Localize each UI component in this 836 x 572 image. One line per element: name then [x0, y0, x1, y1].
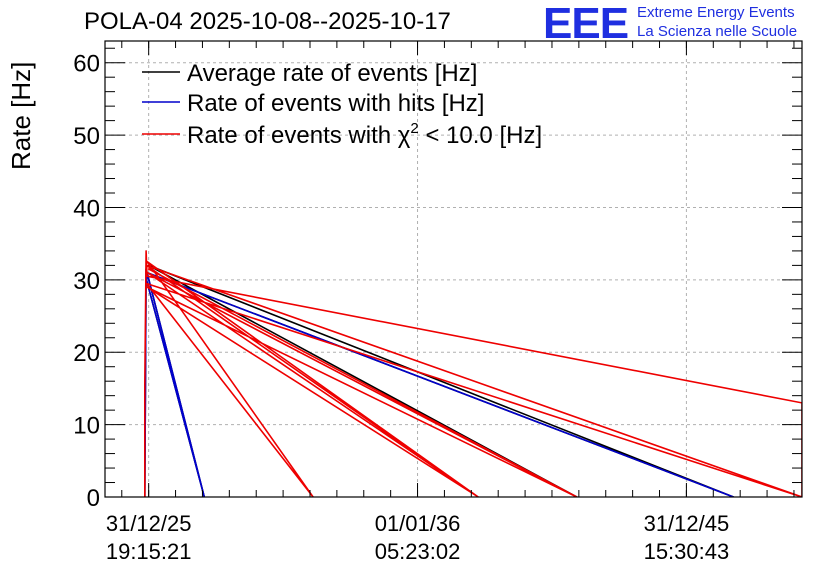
series-line-3	[144, 250, 802, 497]
chart-title: POLA-04 2025-10-08--2025-10-17	[84, 8, 451, 35]
y-tick-label: 60	[73, 51, 100, 78]
x-tick-label-date: 31/12/25	[106, 511, 192, 536]
x-tick-label-time: 15:30:43	[644, 539, 730, 564]
legend-label: Rate of events with hits [Hz]	[187, 90, 484, 117]
legend-label: Average rate of events [Hz]	[187, 60, 477, 87]
logo-caption: Extreme Energy Events La Scienza nelle S…	[637, 3, 797, 41]
logo-caption-line-2: La Scienza nelle Scuole	[637, 23, 798, 40]
logo-caption-line-1: Extreme Energy Events	[637, 4, 795, 21]
y-axis-label: Rate [Hz]	[6, 61, 36, 170]
series-line-1	[144, 264, 735, 497]
y-tick-label: 0	[87, 485, 100, 512]
legend: Average rate of events [Hz] Rate of event…	[142, 60, 542, 149]
y-tick-label: 20	[73, 340, 100, 367]
grid	[105, 41, 802, 498]
series-layer	[144, 250, 802, 497]
axes: 0 10 20 30 40 50 60 31/12/25 19:15:21 01/01/36 05:…	[73, 41, 802, 564]
y-tick-label: 10	[73, 413, 100, 440]
x-tick-label-time: 05:23:02	[375, 539, 461, 564]
eee-logo: EEE	[543, 0, 629, 48]
x-tick-label-date: 01/01/36	[375, 511, 461, 536]
y-tick-label: 50	[73, 123, 100, 150]
y-tick-label: 30	[73, 268, 100, 295]
legend-superscript: 2	[410, 120, 418, 137]
legend-label: Rate of events with χ2 < 10.0 [Hz]	[187, 120, 542, 149]
y-tick-label: 40	[73, 195, 100, 222]
legend-label-tail: < 10.0 [Hz]	[419, 122, 542, 149]
x-tick-label-time: 19:15:21	[106, 539, 192, 564]
x-tick-label-date: 31/12/45	[644, 511, 730, 536]
plot-frame	[104, 40, 803, 498]
